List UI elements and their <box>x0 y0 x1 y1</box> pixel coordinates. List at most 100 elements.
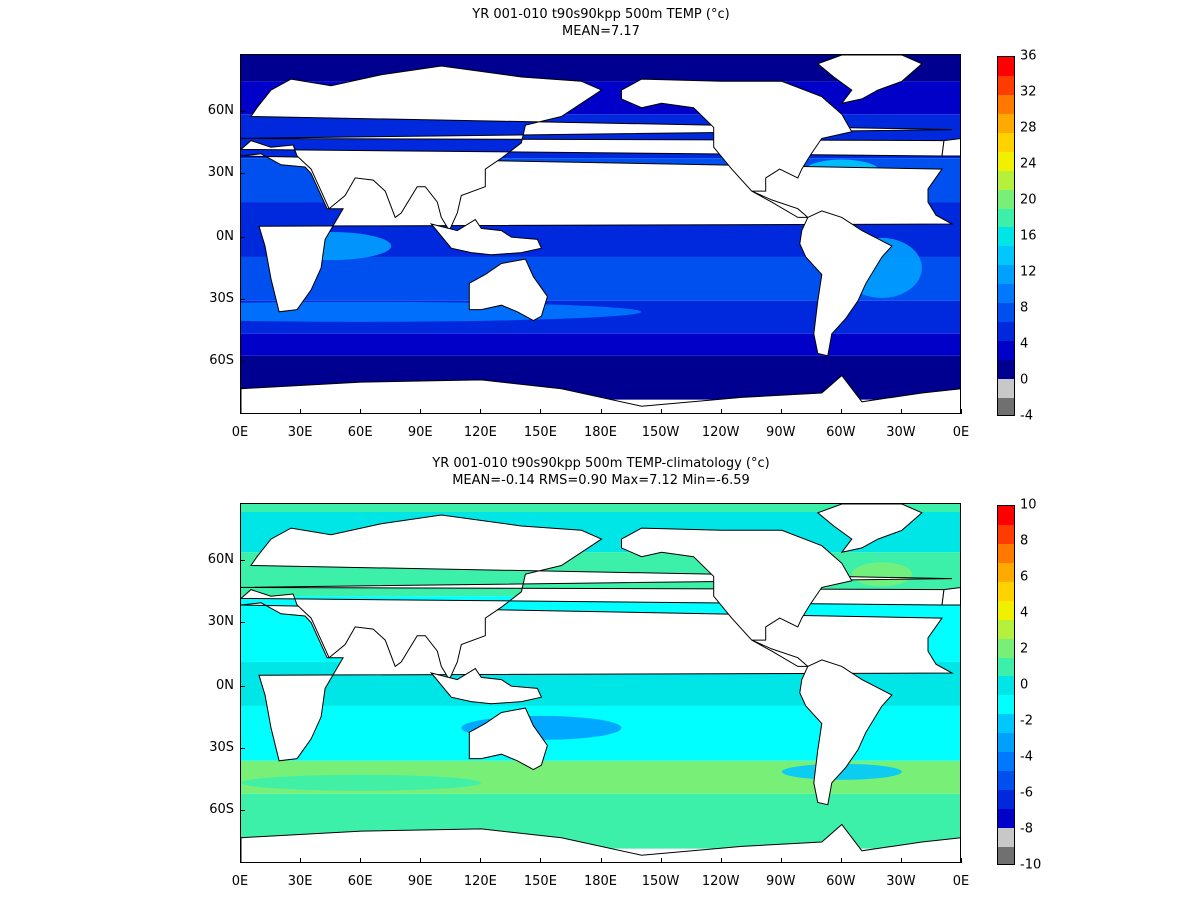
ocean-band <box>241 333 960 356</box>
latitude-label: 60S <box>209 353 234 368</box>
colorbar-segment <box>998 676 1014 696</box>
longitude-label: 30W <box>886 425 916 440</box>
colorbar-label: 8 <box>1020 533 1029 549</box>
colorbar-label: 16 <box>1020 228 1037 244</box>
longitude-label: 90W <box>766 874 796 889</box>
continent-eurasia <box>241 514 953 681</box>
continent-iberia <box>941 138 960 157</box>
colorbar-segment <box>998 619 1014 639</box>
longitude-tick <box>780 858 782 863</box>
longitude-label: 150E <box>523 874 557 889</box>
colorbar-segment <box>998 657 1014 677</box>
longitude-tick <box>600 409 602 414</box>
longitude-label: 150W <box>641 874 680 889</box>
latitude-tick <box>240 173 245 174</box>
continent-iberia <box>941 587 960 606</box>
longitude-label: 60W <box>826 425 856 440</box>
colorbar-segment <box>998 562 1014 582</box>
colorbar-label: -6 <box>1020 785 1033 801</box>
arctic-band <box>241 55 960 63</box>
ocean-temperature-anomaly-map <box>240 503 961 863</box>
longitude-label: 30E <box>287 425 313 440</box>
continent-australia <box>468 707 548 771</box>
colorbar-label: 32 <box>1020 84 1037 100</box>
longitude-label: 60E <box>347 425 373 440</box>
colorbar-segment <box>998 360 1014 379</box>
longitude-tick <box>540 858 542 863</box>
map-title-line2: MEAN=-0.14 RMS=0.90 Max=7.12 Min=-6.59 <box>452 473 750 488</box>
colorbar-label: 4 <box>1020 336 1029 352</box>
colorbar <box>997 56 1015 416</box>
colorbar-segment <box>998 771 1014 791</box>
colorbar <box>997 505 1015 865</box>
longitude-tick <box>360 858 362 863</box>
longitude-tick <box>600 858 602 863</box>
longitude-label: 150W <box>641 425 680 440</box>
longitude-tick <box>660 858 662 863</box>
longitude-label: 120E <box>463 425 497 440</box>
colorbar-label: 10 <box>1020 497 1037 513</box>
colorbar-segment <box>998 113 1014 133</box>
longitude-tick <box>360 409 362 414</box>
longitude-label: 60E <box>347 874 373 889</box>
latitude-tick <box>240 622 245 623</box>
colorbar-segment <box>998 208 1014 228</box>
longitude-tick <box>540 409 542 414</box>
latitude-label: 30N <box>207 165 234 180</box>
colorbar-segment <box>998 752 1014 772</box>
latitude-tick <box>240 361 245 362</box>
continent-antarctica <box>241 374 960 413</box>
continent-eurasia <box>241 65 953 232</box>
colorbar-segment <box>998 378 1014 398</box>
longitude-tick <box>300 858 302 863</box>
colorbar-segment <box>998 75 1014 95</box>
continent-africa <box>241 602 954 762</box>
ocean-patch <box>241 774 482 791</box>
continent-australia <box>468 258 548 322</box>
colorbar-label: -10 <box>1020 857 1042 873</box>
continent-north-america <box>621 78 853 218</box>
colorbar-segment <box>998 94 1014 114</box>
latitude-tick <box>240 111 245 112</box>
colorbar-segment <box>998 246 1014 266</box>
colorbar-segment <box>998 543 1014 563</box>
colorbar-segment <box>998 341 1014 360</box>
longitude-label: 0E <box>952 425 970 440</box>
colorbar-label: 12 <box>1020 264 1037 280</box>
latitude-tick <box>240 748 245 749</box>
longitude-label: 30W <box>886 874 916 889</box>
continent-greenland <box>816 504 923 554</box>
continent-south-america <box>799 659 893 806</box>
continent-indonesia <box>429 218 543 256</box>
longitude-label: 120W <box>701 425 740 440</box>
longitude-tick <box>660 409 662 414</box>
colorbar-segment <box>998 581 1014 601</box>
colorbar-label: -2 <box>1020 713 1033 729</box>
colorbar-segment <box>998 57 1014 76</box>
longitude-tick <box>420 409 422 414</box>
colorbar-segment <box>998 189 1014 209</box>
longitude-tick <box>961 409 962 414</box>
colorbar-label: 20 <box>1020 192 1037 208</box>
longitude-label: 180E <box>583 425 618 440</box>
colorbar-segment <box>998 506 1014 525</box>
latitude-tick <box>240 299 245 300</box>
colorbar-segment <box>998 227 1014 247</box>
colorbar-label: 36 <box>1020 48 1037 64</box>
longitude-tick <box>840 858 842 863</box>
colorbar-label: 4 <box>1020 605 1029 621</box>
colorbar-label: -8 <box>1020 821 1033 837</box>
latitude-label: 30S <box>209 740 234 755</box>
colorbar-segment <box>998 397 1014 415</box>
ocean-temperature-map <box>240 54 961 414</box>
colorbar-segment <box>998 265 1014 285</box>
colorbar-label: 0 <box>1020 372 1029 388</box>
longitude-tick <box>720 409 722 414</box>
continent-indonesia <box>429 667 543 705</box>
colorbar-segment <box>998 827 1014 847</box>
longitude-tick <box>720 858 722 863</box>
longitude-tick <box>300 409 302 414</box>
continent-south-america <box>799 210 893 357</box>
continent-antarctica <box>241 823 960 862</box>
colorbar-segment <box>998 714 1014 734</box>
